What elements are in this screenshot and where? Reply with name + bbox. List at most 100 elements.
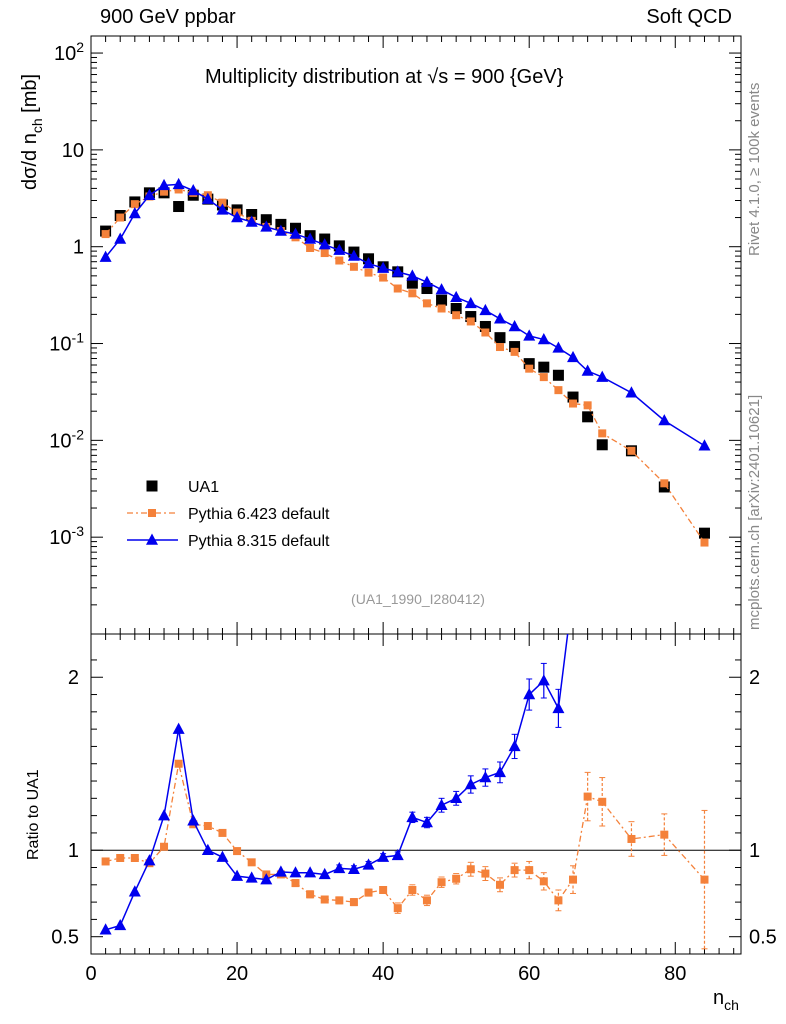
- ratio-pythia8-point: [158, 809, 171, 821]
- pythia6-point: [116, 213, 125, 222]
- ratio-pythia8-point: [450, 791, 463, 804]
- pythia8-point: [658, 414, 671, 426]
- ratio-pythia8-point: [304, 866, 317, 878]
- pythia6-point: [481, 328, 490, 337]
- pythia8-point: [114, 232, 127, 244]
- ratio-pythia6-point: [364, 888, 373, 897]
- ratio-axes-box: [90, 633, 742, 955]
- ratio-pythia8-point: [523, 688, 536, 700]
- ratio-y-tick-label-right: 1: [749, 840, 760, 862]
- ratio-pythia6-point: [393, 904, 402, 913]
- ua1-point: [538, 361, 550, 373]
- ratio-pythia6-point: [627, 834, 636, 843]
- ratio-pythia8-point: [187, 814, 200, 826]
- ratio-y-axis-label: Ratio to UA1: [25, 769, 42, 860]
- ua1-point: [465, 311, 477, 323]
- pythia8-point: [464, 296, 477, 309]
- ratio-pythia6-point: [481, 869, 490, 878]
- ratio-pythia8-point: [435, 798, 448, 810]
- pythia8-point: [318, 238, 331, 250]
- ratio-pythia6-point: [466, 865, 475, 874]
- pythia6-point: [525, 364, 534, 373]
- ratio-pythia8-point: [201, 843, 214, 855]
- ratio-pythia6-point: [335, 896, 344, 905]
- ratio-pythia6-point: [510, 866, 519, 875]
- pythia6-point: [660, 479, 669, 488]
- ratio-pythia8-point: [391, 848, 404, 861]
- pythia8-point: [698, 439, 711, 451]
- ratio-y-tick-label: 2: [68, 667, 79, 689]
- y-tick-label: 102: [54, 39, 84, 65]
- ratio-pythia8-point: [143, 854, 156, 866]
- pythia8-point: [216, 203, 229, 215]
- pythia8-point: [304, 232, 317, 244]
- ratio-frame: [90, 633, 742, 955]
- ratio-y-tick-label: 0.5: [51, 927, 79, 949]
- main-ticks: 10-3 10-2 10-1 1 10 102: [49, 36, 741, 635]
- pythia6-point: [466, 317, 475, 326]
- legend-marker: [146, 533, 158, 545]
- ratio-pythia6-point: [306, 890, 315, 899]
- ratio-pythia6-point: [495, 880, 504, 889]
- ratio-pythia6-point: [379, 886, 388, 894]
- pythia6-point: [539, 373, 548, 382]
- axis-labels: dσ/d nch [mb] Ratio to UA1 nch: [19, 74, 739, 1013]
- ratio-pythia6-point: [408, 886, 417, 894]
- ratio-pythia6-point: [583, 792, 592, 801]
- pythia8-point: [187, 184, 200, 196]
- pythia6-point: [379, 273, 388, 282]
- pythia8-point: [347, 249, 360, 261]
- ratio-pythia6-point: [101, 857, 110, 866]
- ratio-pythia8-point: [347, 862, 360, 874]
- ratio-pythia8-point: [318, 867, 331, 880]
- pythia8-point: [201, 192, 214, 204]
- ratio-series-group: [99, 634, 709, 950]
- ratio-pythia8-point: [537, 674, 550, 686]
- pythia6-point: [320, 249, 329, 258]
- pythia8-point: [245, 215, 258, 227]
- ua1-point: [246, 209, 258, 221]
- pythia6-point: [495, 343, 504, 352]
- pythia8-point: [274, 224, 287, 236]
- ratio-pythia8-point: [274, 865, 287, 877]
- ua1-point: [406, 277, 418, 289]
- legend-marker: [146, 480, 158, 492]
- ratio-pythia6-point: [349, 898, 358, 907]
- pythia8-point: [99, 250, 112, 262]
- ratio-pythia6-point: [291, 879, 300, 888]
- ratio-pythia6-point: [233, 847, 242, 856]
- pythia6-point: [306, 243, 315, 252]
- ua1-point: [450, 303, 462, 315]
- ratio-pythia8-point: [289, 866, 302, 878]
- ua1-point: [436, 294, 448, 306]
- ratio-pythia8-point: [216, 850, 229, 862]
- pythia8-point: [158, 178, 171, 191]
- x-tick-label: 80: [664, 963, 686, 985]
- legend: UA1 Pythia 6.423 default Pythia 8.315 defa…: [127, 479, 330, 550]
- pythia8-point: [377, 261, 390, 273]
- ua1-point: [494, 332, 506, 344]
- y-tick-label: 10: [62, 140, 84, 162]
- ratio-pythia6-point: [554, 896, 563, 905]
- pythia8-point: [625, 386, 638, 398]
- pythia8-point: [172, 177, 185, 190]
- ratio-pythia8-point: [99, 923, 112, 935]
- pythia8-point: [289, 227, 302, 239]
- pythia8-point: [596, 370, 609, 382]
- ratio-pythia6-point: [525, 866, 534, 875]
- x-tick-label: 20: [226, 963, 248, 985]
- ratio-pythia6-point: [320, 895, 329, 904]
- ratio-pythia6-point: [569, 875, 578, 884]
- ua1-point: [567, 391, 579, 403]
- x-tick-label: 40: [372, 963, 394, 985]
- ratio-pythia8-point: [552, 701, 565, 714]
- pythia6-point: [437, 304, 446, 313]
- legend-label: Pythia 8.315 default: [188, 533, 330, 550]
- pythia8-line: [105, 183, 705, 447]
- main-series: [99, 177, 711, 547]
- pythia8-point: [523, 329, 536, 341]
- pythia8-point: [450, 290, 463, 303]
- legend-marker: [148, 509, 156, 517]
- pythia8-point: [391, 265, 404, 277]
